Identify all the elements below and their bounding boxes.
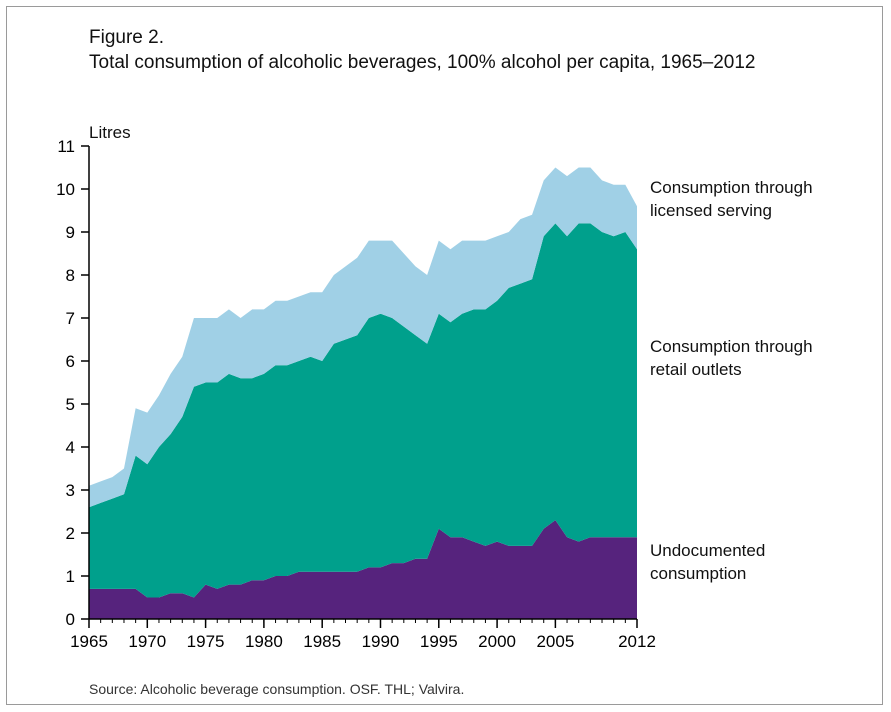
figure-frame <box>6 6 883 705</box>
area-undocumented-consumption <box>89 520 637 619</box>
x-tick-label: 1970 <box>128 632 166 651</box>
x-tick-label: 1975 <box>187 632 225 651</box>
figure-title: Total consumption of alcoholic beverages… <box>89 52 756 73</box>
y-tick-label: 7 <box>66 309 75 328</box>
area-series-group <box>89 167 637 619</box>
y-tick-label: 0 <box>66 610 75 629</box>
legend-item: Consumption through retail outlets <box>650 337 813 379</box>
y-unit-label: Litres <box>89 123 131 142</box>
x-tick-label: 1985 <box>303 632 341 651</box>
y-tick-label: 2 <box>66 524 75 543</box>
x-tick-label: 2000 <box>478 632 516 651</box>
y-tick-label: 4 <box>66 438 75 457</box>
x-tick-label: 1990 <box>362 632 400 651</box>
area-consumption-through-licensed-serving <box>89 167 637 508</box>
x-tick-label: 1995 <box>420 632 458 651</box>
y-tick-label: 3 <box>66 481 75 500</box>
legend-item: Undocumented consumption <box>650 541 765 583</box>
legend-label-line2: consumption <box>650 564 746 583</box>
y-tick-label: 5 <box>66 395 75 414</box>
area-consumption-through-retail-outlets <box>89 223 637 598</box>
y-tick-label: 1 <box>66 567 75 586</box>
x-tick-label: 2012 <box>618 632 656 651</box>
y-tick-label: 9 <box>66 223 75 242</box>
y-tick-label: 10 <box>56 180 75 199</box>
legend-label-line1: Consumption through <box>650 178 813 197</box>
x-tick-label: 2005 <box>536 632 574 651</box>
legend-label-line2: licensed serving <box>650 201 772 220</box>
y-tick-label: 11 <box>57 137 75 156</box>
x-tick-label: 1980 <box>245 632 283 651</box>
figure-label: Figure 2. <box>89 27 164 48</box>
y-tick-label: 8 <box>66 266 75 285</box>
x-tick-label: 1965 <box>70 632 108 651</box>
legend-label-line2: retail outlets <box>650 360 742 379</box>
legend-label-line1: Undocumented <box>650 541 765 560</box>
source-note: Source: Alcoholic beverage consumption. … <box>89 681 465 697</box>
axes-group: Litres 0 1 2 3 4 5 6 7 8 9 10 11 1965 1970 1975 1980 1985… <box>56 123 656 651</box>
legend-item: Consumption through licensed serving <box>650 178 813 220</box>
y-tick-label: 6 <box>66 352 75 371</box>
legend-label-line1: Consumption through <box>650 337 813 356</box>
